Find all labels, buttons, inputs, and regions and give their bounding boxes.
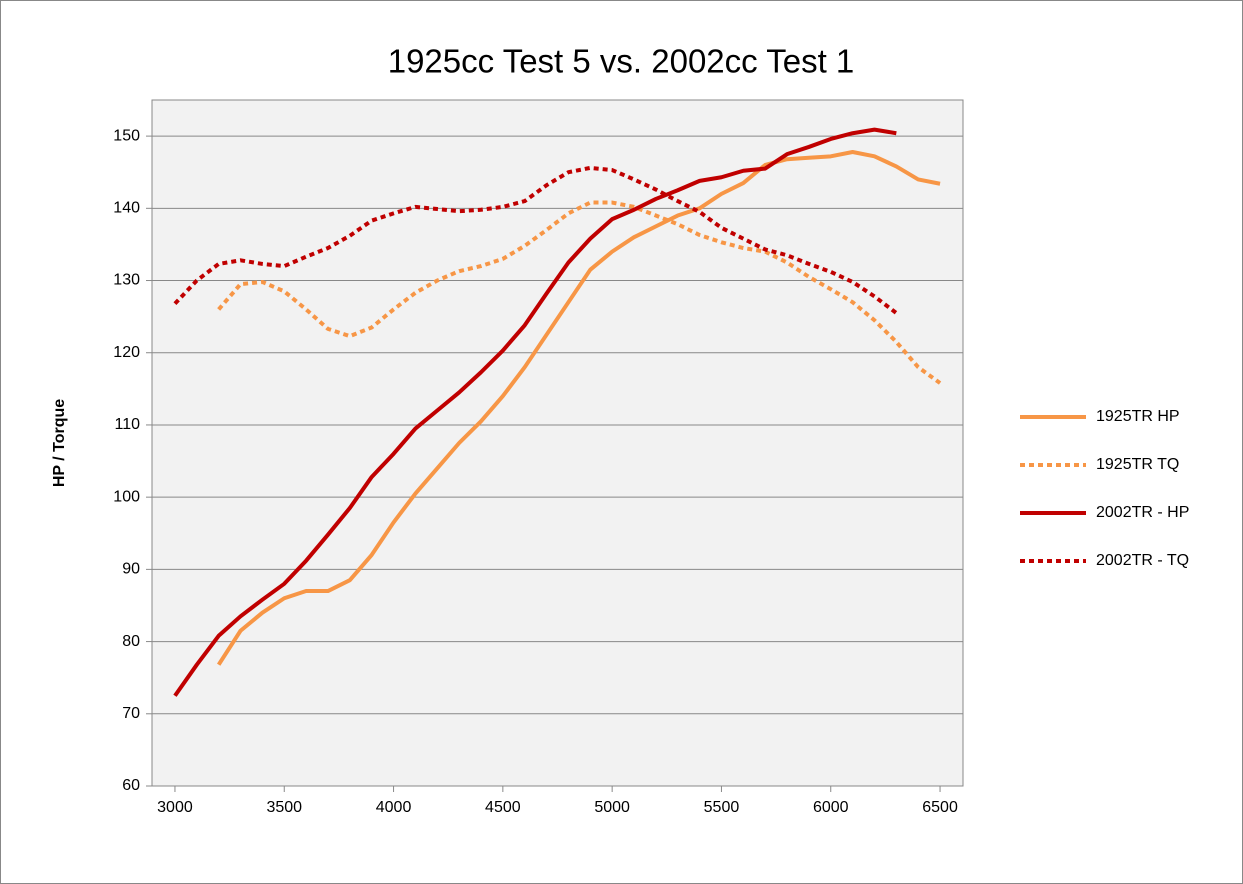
legend-label: 1925TR HP: [1096, 408, 1180, 425]
y-tick-label: 60: [122, 777, 140, 794]
y-tick-label: 150: [113, 127, 140, 144]
line-series: [173, 165, 898, 315]
x-tick-label: 3500: [266, 799, 302, 816]
line-series: [173, 127, 897, 697]
x-tick-label: 4500: [485, 799, 521, 816]
y-axis-title: HP / Torque: [51, 399, 68, 487]
y-tick-label: 80: [122, 633, 140, 650]
y-tick-label: 110: [114, 416, 140, 433]
y-tick-label: 90: [122, 561, 140, 578]
x-tick-label: 4000: [376, 799, 412, 816]
x-tick-label: 5000: [594, 799, 630, 816]
y-tick-label: 100: [113, 488, 140, 505]
x-tick-label: 3000: [157, 799, 193, 816]
x-tick-label: 6500: [922, 799, 958, 816]
plot-area: [151, 99, 964, 787]
chart-title: 1925cc Test 5 vs. 2002cc Test 1: [388, 43, 855, 80]
y-tick-label: 130: [113, 272, 140, 289]
y-tick-label: 120: [113, 344, 140, 361]
legend-label: 2002TR - HP: [1096, 504, 1189, 521]
x-tick-label: 5500: [704, 799, 740, 816]
line-series: [217, 200, 942, 385]
legend-label: 2002TR - TQ: [1096, 552, 1189, 569]
x-tick-label: 6000: [813, 799, 849, 816]
y-tick-label: 140: [113, 200, 140, 217]
legend-label: 1925TR TQ: [1096, 456, 1179, 473]
line-series: [216, 149, 941, 666]
y-tick-label: 70: [122, 705, 140, 722]
